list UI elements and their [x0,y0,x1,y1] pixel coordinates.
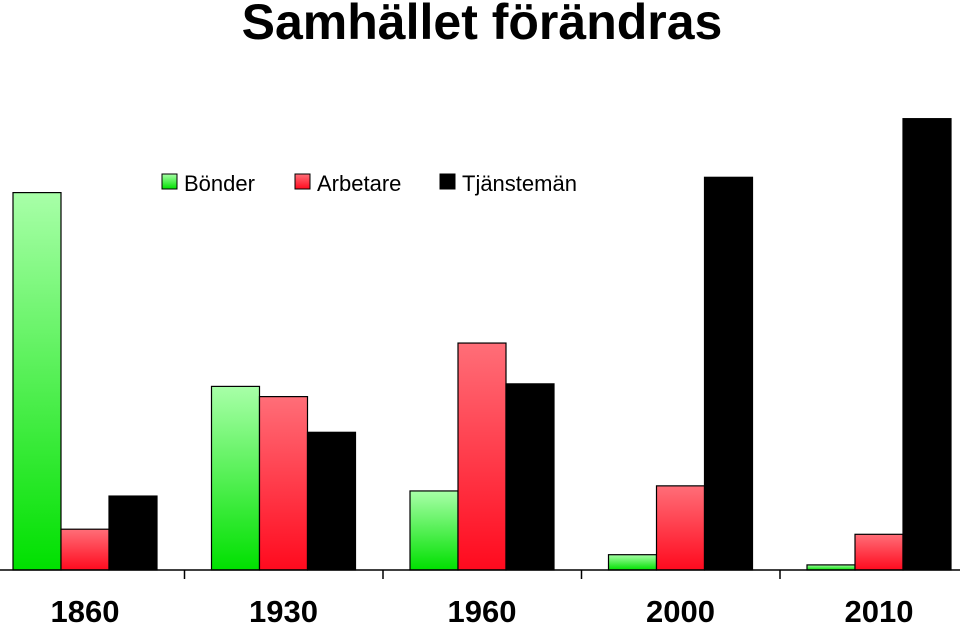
legend-label-arbetare: Arbetare [317,171,401,196]
bar-arbetare-2010 [854,533,904,571]
chart-title: Samhället förändras [242,0,723,50]
legend: Bönder Arbetare Tjänstemän [161,171,577,196]
bar-bonder-2010 [806,564,856,571]
legend-label-tjansteman: Tjänstemän [462,171,577,196]
bar-bonder-1960 [409,490,459,571]
x-tick-label-1960: 1960 [448,594,517,623]
bar-arbetare-1860 [60,528,110,571]
bar-tjansteman-1860 [108,495,158,571]
x-axis: 1860 1930 1960 2000 2010 [0,569,960,628]
bar-tjansteman-1930 [306,431,357,571]
legend-swatch-tjansteman [439,173,456,190]
x-tick-label-2010: 2010 [845,594,914,623]
bar-tjansteman-1960 [505,383,555,571]
bar-bonder-2000 [607,554,658,571]
bars [12,118,952,571]
bar-arbetare-2000 [655,485,706,571]
bar-bonder-1930 [210,385,261,571]
x-tick-label-1860: 1860 [51,594,120,623]
legend-swatch-arbetare [294,173,311,190]
bar-tjansteman-2010 [902,118,952,571]
x-tick-label-2000: 2000 [646,594,715,623]
legend-label-bonder: Bönder [184,171,255,196]
bar-arbetare-1960 [457,342,507,571]
bar-bonder-1860 [12,192,62,571]
bar-arbetare-1930 [258,396,309,571]
legend-swatch-bonder [161,173,178,190]
x-tick-label-1930: 1930 [249,594,318,623]
bar-tjansteman-2000 [703,176,754,571]
